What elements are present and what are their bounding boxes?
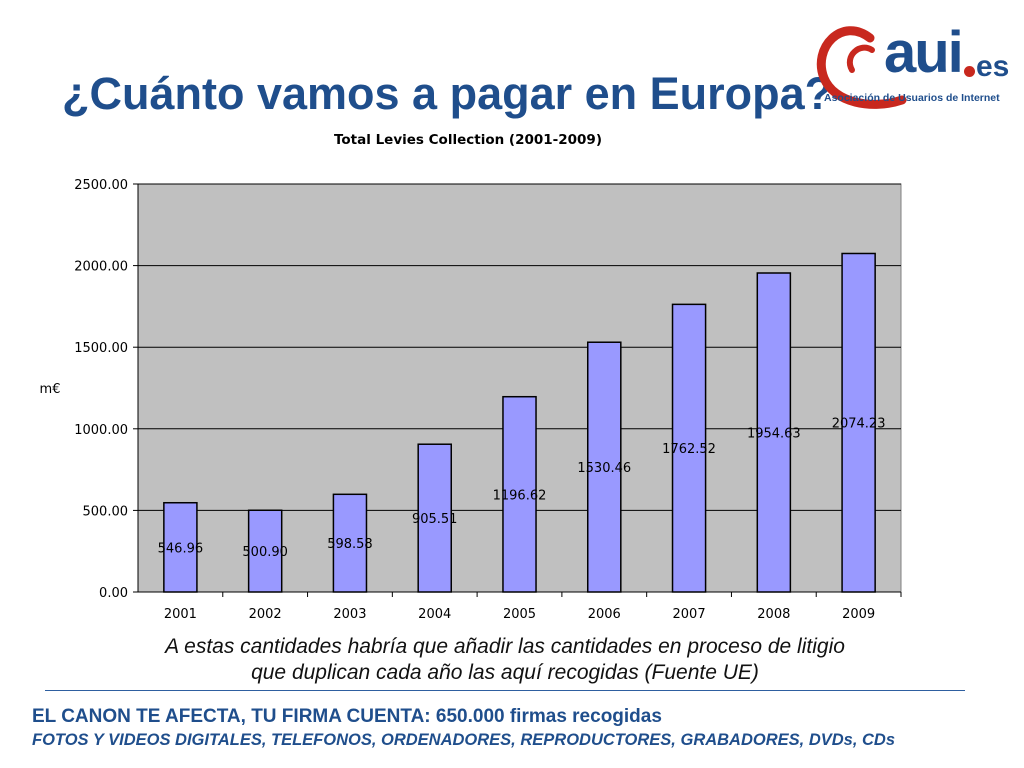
footer-petition: EL CANON TE AFECTA, TU FIRMA CUENTA: 650… [32, 706, 662, 727]
caption-line-2: que duplican cada año las aquí recogidas… [251, 661, 759, 684]
bar-2004 [417, 443, 453, 593]
y-tick-label: 1000.00 [74, 423, 128, 438]
y-tick-label: 500.00 [83, 504, 129, 519]
data-label: 905.51 [412, 512, 458, 527]
logo-brand-text: aui [884, 20, 964, 85]
x-tick-label: 2001 [164, 607, 197, 622]
chart-title: Total Levies Collection (2001-2009) [334, 132, 602, 148]
y-tick-label: 2500.00 [74, 178, 128, 193]
data-label: 500.90 [242, 545, 288, 560]
x-tick-label: 2006 [588, 607, 621, 622]
data-label: 1762.52 [662, 442, 716, 457]
bar-2007 [671, 303, 707, 593]
data-label: 546.96 [158, 541, 204, 556]
x-tick-label: 2008 [757, 607, 790, 622]
x-tick-label: 2004 [418, 607, 451, 622]
data-label: 1954.63 [747, 427, 801, 442]
x-tick-label: 2002 [249, 607, 282, 622]
bar-2008 [756, 272, 792, 593]
divider [45, 690, 965, 691]
bar-2005 [502, 395, 537, 593]
logo-dot [964, 66, 975, 77]
x-tick-label: 2005 [503, 607, 536, 622]
y-tick-label: 1500.00 [74, 341, 128, 356]
data-label: 1196.62 [493, 488, 547, 503]
logo-tld-text: es [976, 50, 1010, 83]
x-tick-label: 2009 [842, 607, 875, 622]
bar-2001 [163, 501, 198, 593]
y-axis-label: m€ [40, 382, 61, 397]
y-tick-label: 0.00 [99, 586, 128, 601]
data-label: 598.58 [327, 537, 373, 552]
footer-devices: FOTOS Y VIDEOS DIGITALES, TELEFONOS, ORD… [32, 731, 896, 749]
bar-2009 [841, 252, 876, 593]
data-label: 1530.46 [577, 461, 631, 476]
x-tick-label: 2003 [333, 607, 366, 622]
x-tick-label: 2007 [673, 607, 706, 622]
y-tick-label: 2000.00 [74, 260, 128, 275]
bar-chart-svg: Total Levies Collection (2001-2009) 0.00 5… [40, 132, 902, 622]
data-label: 2074.23 [832, 417, 886, 432]
bar-2006 [586, 341, 622, 593]
bar-2002 [247, 509, 283, 593]
logo-tagline: Asociación de Usuarios de Internet [824, 92, 1000, 104]
logo-swoosh-icon [816, 26, 907, 109]
caption-line-1: A estas cantidades habría que añadir las… [165, 635, 845, 658]
slide-title: ¿Cuánto vamos a pagar en Europa? [62, 68, 833, 119]
levies-chart: Total Levies Collection (2001-2009) 0.00 5… [40, 132, 902, 622]
aui-logo: aui es Asociación de Usuarios de Interne… [812, 8, 1024, 118]
bar-2003 [332, 493, 368, 593]
